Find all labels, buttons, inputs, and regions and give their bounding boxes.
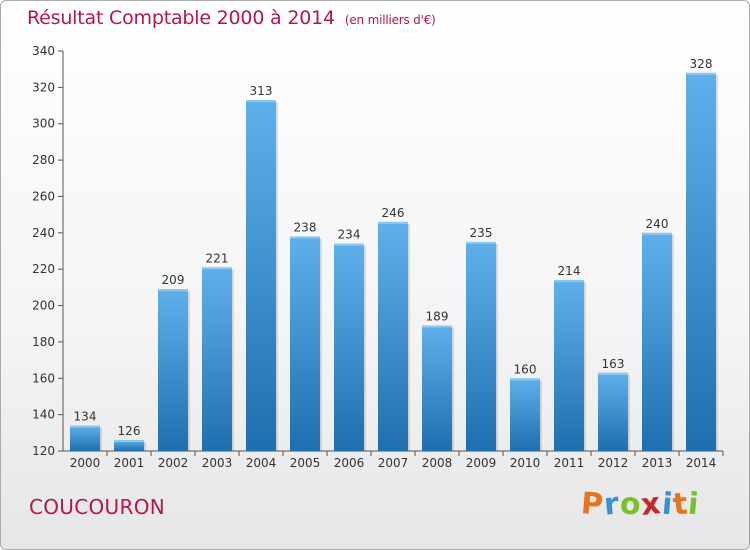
y-tick-label: 260 [32, 189, 55, 203]
y-tick-label: 120 [32, 444, 55, 458]
x-tick-label: 2010 [510, 456, 541, 470]
y-tick-label: 160 [32, 371, 55, 385]
x-tick-label: 2007 [378, 456, 409, 470]
x-tick-label: 2013 [642, 456, 673, 470]
bar [554, 280, 584, 451]
y-tick-label: 240 [32, 226, 55, 240]
bar [334, 243, 364, 451]
bar-top-edge [466, 241, 496, 244]
y-tick-label: 280 [32, 153, 55, 167]
bar-top-edge [246, 100, 276, 103]
x-tick-label: 2002 [158, 456, 189, 470]
bar [686, 72, 716, 452]
bar [114, 440, 144, 451]
bar-top-edge [510, 378, 540, 381]
bar [70, 425, 100, 451]
y-tick-label: 340 [32, 44, 55, 58]
bar-top-edge [554, 280, 584, 283]
y-tick-label: 140 [32, 408, 55, 422]
x-tick-label: 2008 [422, 456, 453, 470]
bar-value-label: 160 [514, 362, 537, 376]
bar-top-edge [422, 325, 452, 328]
chart-unit-label: (en milliers d'€) [344, 13, 436, 27]
y-tick-label: 300 [32, 117, 55, 131]
logo-letter: i [686, 486, 702, 523]
x-tick-label: 2005 [290, 456, 321, 470]
bar-value-label: 221 [206, 251, 229, 265]
y-tick-label: 220 [32, 262, 55, 276]
bar-top-edge [202, 267, 232, 270]
x-tick-label: 2009 [466, 456, 497, 470]
bar-value-label: 134 [74, 410, 97, 424]
x-tick-label: 2011 [554, 456, 585, 470]
x-tick-label: 2006 [334, 456, 365, 470]
bar [422, 325, 452, 451]
x-tick-label: 2004 [246, 456, 277, 470]
bar-value-label: 209 [162, 273, 185, 287]
bar-top-edge [378, 221, 408, 224]
commune-name: COUCOURON [29, 495, 165, 519]
bar-value-label: 234 [338, 228, 361, 242]
x-tick-label: 2003 [202, 456, 233, 470]
bar-value-label: 214 [558, 264, 581, 278]
bar-top-edge [290, 236, 320, 239]
bar [598, 372, 628, 451]
bar-top-edge [642, 232, 672, 235]
bar [510, 378, 540, 451]
proxiti-logo: Proxiti [579, 486, 702, 523]
x-tick-label: 2012 [598, 456, 629, 470]
bar [642, 232, 672, 451]
bar-value-label: 235 [470, 226, 493, 240]
x-tick-label: 2001 [114, 456, 145, 470]
bar-value-label: 246 [382, 206, 405, 220]
bar-top-edge [114, 440, 144, 443]
bar-value-label: 126 [118, 424, 141, 438]
chart-title-text: Résultat Comptable 2000 à 2014 [27, 7, 335, 29]
bar [246, 100, 276, 451]
bar [158, 289, 188, 451]
y-tick-label: 180 [32, 335, 55, 349]
bar-value-label: 189 [426, 310, 449, 324]
bar [378, 221, 408, 451]
bar-value-label: 163 [602, 357, 625, 371]
bar [290, 236, 320, 451]
bar [466, 241, 496, 451]
bar-top-edge [70, 425, 100, 428]
y-tick-label: 200 [32, 299, 55, 313]
bar-value-label: 313 [250, 84, 273, 98]
bar-value-label: 328 [690, 57, 713, 71]
bar-value-label: 238 [294, 220, 317, 234]
logo-letter: P [579, 486, 606, 523]
chart-title: Résultat Comptable 2000 à 2014 (en millie… [27, 7, 436, 29]
bar-value-label: 240 [646, 217, 669, 231]
x-tick-label: 2014 [686, 456, 717, 470]
bar [202, 267, 232, 451]
y-tick-label: 320 [32, 80, 55, 94]
bar-top-edge [598, 372, 628, 375]
bar-top-edge [686, 72, 716, 75]
bar-top-edge [158, 289, 188, 292]
x-tick-label: 2000 [70, 456, 101, 470]
bar-top-edge [334, 243, 364, 246]
